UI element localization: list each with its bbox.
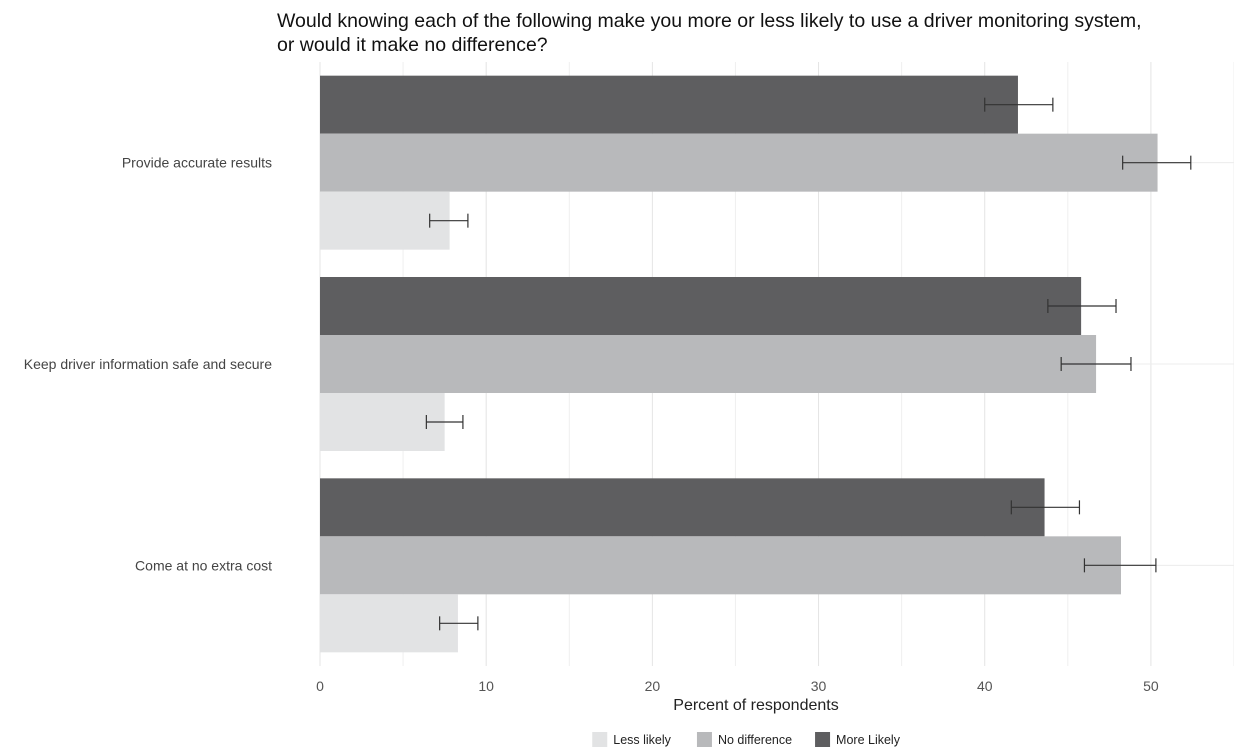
error-bar [984, 97, 1054, 112]
legend-item: No difference [696, 732, 792, 747]
chart-title: Would knowing each of the following make… [277, 10, 1142, 56]
bar [320, 594, 458, 653]
category-label: Come at no extra cost [135, 557, 272, 573]
error-bar [439, 616, 479, 631]
bar [320, 393, 445, 451]
bar [320, 191, 450, 250]
legend-label: Less likely [613, 733, 671, 747]
error-bar [425, 415, 464, 429]
legend-item: Less likely [592, 732, 672, 747]
category-label: Keep driver information safe and secure [24, 356, 272, 372]
chart-title-line-2: or would it make no difference? [277, 34, 548, 56]
x-tick-label: 0 [316, 678, 324, 694]
x-tick-label: 50 [1143, 678, 1159, 694]
bar [320, 133, 1158, 192]
legend-swatch [815, 732, 831, 747]
x-tick-label: 30 [811, 678, 827, 694]
bar [320, 75, 1018, 134]
chart-title-line-1: Would knowing each of the following make… [277, 10, 1142, 32]
bar [320, 478, 1045, 537]
category-labels: Provide accurate results Keep driver info… [24, 155, 272, 574]
bar [320, 335, 1097, 393]
error-bar [1083, 558, 1157, 573]
bars [320, 75, 1158, 653]
x-axis-title: Percent of respondents [673, 697, 838, 714]
error-bars [425, 97, 1192, 631]
x-tick-label: 10 [478, 678, 494, 694]
error-bar [1060, 357, 1132, 371]
bar [320, 536, 1121, 595]
legend-swatch [592, 732, 608, 747]
legend-label: More Likely [836, 733, 901, 747]
error-bar [1010, 500, 1081, 515]
x-tick-label: 40 [977, 678, 993, 694]
legend: Less likely No difference More Likely [592, 732, 901, 747]
bar [320, 277, 1082, 335]
legend-swatch [696, 732, 712, 747]
legend-item: More Likely [815, 732, 901, 747]
x-tick-labels: 0 10 20 30 40 50 [316, 678, 1159, 694]
x-tick-label: 20 [645, 678, 661, 694]
category-label: Provide accurate results [122, 155, 272, 171]
error-bar [1122, 155, 1192, 170]
error-bar [429, 213, 469, 228]
legend-label: No difference [718, 733, 792, 747]
error-bar [1047, 299, 1117, 313]
